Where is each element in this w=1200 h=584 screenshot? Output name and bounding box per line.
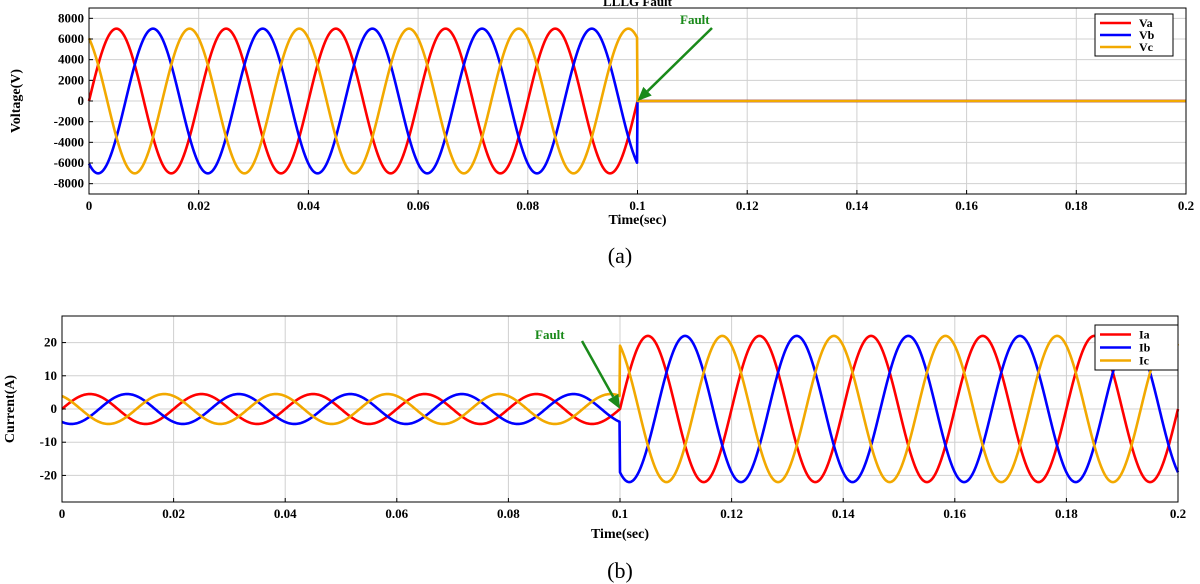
current-fault-annotation: Fault — [535, 327, 620, 409]
current-x-tick-label: 0.12 — [720, 506, 743, 521]
voltage-x-tick-label: 0.1 — [629, 198, 645, 213]
current-y-axis-label: Current(A) — [3, 375, 18, 444]
voltage-x-tick-label: 0.18 — [1065, 198, 1088, 213]
current-y-tick-label: 0 — [51, 401, 58, 416]
current-legend-label-ia: Ia — [1139, 328, 1150, 342]
voltage-y-axis-label: Voltage(V) — [9, 69, 24, 133]
current-legend-label-ib: Ib — [1139, 341, 1151, 355]
voltage-x-tick-label: 0.06 — [407, 198, 430, 213]
current-y-tick-label: 10 — [44, 368, 57, 383]
voltage-y-tick-label: -8000 — [54, 176, 84, 191]
current-legend-label-ic: Ic — [1139, 354, 1150, 368]
voltage-legend-box — [1094, 13, 1174, 57]
voltage-y-tick-label: 6000 — [58, 31, 84, 46]
voltage-x-ticks: 0 0.02 0.04 0.06 0.08 0.1 0.12 0.14 0.16 0.18 0.2 — [86, 190, 1194, 213]
voltage-x-tick-label: 0 — [86, 198, 93, 213]
voltage-x-tick-label: 0.2 — [1178, 198, 1194, 213]
current-x-tick-label: 0.2 — [1170, 506, 1186, 521]
current-y-tick-label: -10 — [40, 434, 57, 449]
current-y-ticks: 20 10 0 -10 -20 — [40, 335, 66, 482]
current-x-tick-label: 0 — [59, 506, 66, 521]
voltage-x-tick-label: 0.12 — [736, 198, 759, 213]
voltage-fault-label: Fault — [680, 12, 710, 27]
voltage-chart-title: LLLG Fault — [603, 0, 673, 9]
current-x-tick-label: 0.08 — [497, 506, 520, 521]
current-y-tick-label: -20 — [40, 467, 57, 482]
current-caption: (b) — [607, 558, 633, 583]
voltage-y-tick-label: 2000 — [58, 72, 84, 87]
voltage-fault-arrow-head — [637, 86, 652, 101]
voltage-x-tick-label: 0.16 — [955, 198, 978, 213]
voltage-fault-arrow — [646, 27, 713, 93]
current-x-ticks: 0 0.02 0.04 0.06 0.08 0.1 0.12 0.14 0.16 0.18 0.2 — [59, 498, 1186, 521]
current-fault-arrow — [580, 340, 615, 398]
current-x-tick-label: 0.18 — [1055, 506, 1078, 521]
current-x-tick-label: 0.04 — [274, 506, 297, 521]
current-y-tick-label: 20 — [44, 335, 57, 350]
voltage-legend-label-vb: Vb — [1139, 28, 1155, 42]
voltage-y-tick-label: 8000 — [58, 10, 84, 25]
voltage-legend-label-va: Va — [1139, 16, 1153, 30]
current-x-tick-label: 0.06 — [385, 506, 408, 521]
current-fault-label: Fault — [535, 327, 565, 342]
voltage-y-tick-label: 4000 — [58, 52, 84, 67]
current-series-ic — [61, 334, 1180, 484]
voltage-y-tick-label: -4000 — [54, 134, 84, 149]
current-series-ib — [61, 334, 1180, 484]
current-x-tick-label: 0.02 — [162, 506, 185, 521]
voltage-y-tick-label: 0 — [78, 93, 85, 108]
voltage-x-tick-label: 0.08 — [516, 198, 539, 213]
current-x-tick-label: 0.1 — [612, 506, 628, 521]
voltage-legend-label-vc: Vc — [1139, 40, 1154, 54]
voltage-x-tick-label: 0.14 — [846, 198, 869, 213]
voltage-fault-annotation: Fault — [637, 12, 713, 101]
current-x-tick-label: 0.16 — [943, 506, 966, 521]
current-chart: 0 0.02 0.04 0.06 0.08 0.1 0.12 0.14 0.16 0.18 0.2 … — [3, 315, 1186, 583]
voltage-x-axis-label: Time(sec) — [608, 213, 666, 228]
voltage-chart: 0 0.02 0.04 0.06 0.08 0.1 0.12 0.14 0.16 0.18 0.2 … — [9, 0, 1194, 268]
voltage-y-tick-label: -2000 — [54, 114, 84, 129]
voltage-y-tick-label: -6000 — [54, 155, 84, 170]
voltage-caption: (a) — [608, 243, 632, 268]
current-x-tick-label: 0.14 — [832, 506, 855, 521]
current-fault-arrow-head — [607, 393, 620, 409]
voltage-x-tick-label: 0.02 — [187, 198, 210, 213]
current-x-axis-label: Time(sec) — [591, 527, 649, 542]
voltage-x-tick-label: 0.04 — [297, 198, 320, 213]
voltage-y-ticks: 8000 6000 4000 2000 0 -2000 -4000 -6000 -8000 — [54, 10, 93, 191]
